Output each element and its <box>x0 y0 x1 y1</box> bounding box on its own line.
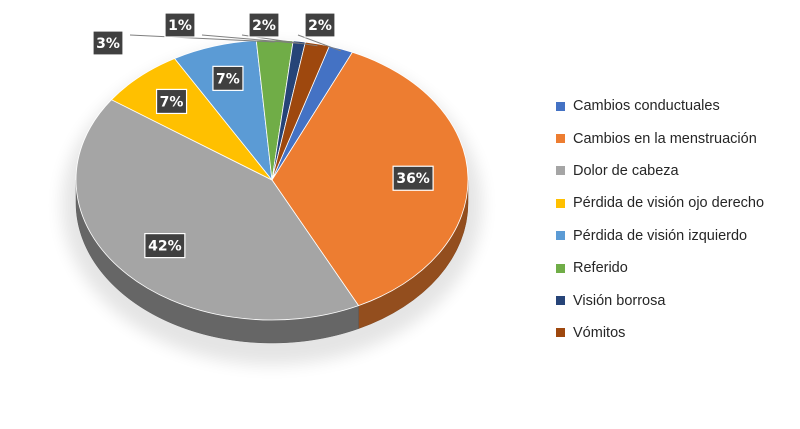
legend-swatch <box>556 231 565 241</box>
data-label-box <box>212 65 244 91</box>
data-label-box <box>392 165 434 191</box>
data-label-perdida-de-vision-izquierdo: 7% <box>212 65 244 91</box>
leader-line-vision-borrosa <box>201 34 300 44</box>
data-label-cambios-conductuales: 2% <box>304 12 336 38</box>
legend-label: Cambios en la menstruación <box>573 130 757 147</box>
legend: Cambios conductuales Cambios en la menstr… <box>556 90 764 349</box>
legend-swatch <box>556 166 565 176</box>
data-label-box <box>92 30 124 56</box>
legend-item-vision-borrosa: Visión borrosa <box>556 284 764 316</box>
data-label-text: 7% <box>160 94 184 110</box>
legend-label: Pérdida de visión ojo derecho <box>573 195 765 212</box>
legend-item-cambios-conductuales: Cambios conductuales <box>556 90 764 122</box>
data-label-text: 36% <box>396 171 430 187</box>
legend-swatch <box>556 101 565 111</box>
data-label-box <box>164 12 196 38</box>
legend-label: Cambios conductuales <box>573 98 720 115</box>
legend-item-referido: Referido <box>556 252 764 284</box>
pie-slice-cambios-en-la-menstruacion <box>271 51 469 307</box>
data-label-vomitos: 2% <box>248 12 280 38</box>
leader-line-cambios-conductuales <box>297 34 342 52</box>
data-label-vision-borrosa: 1% <box>164 12 196 38</box>
legend-item-perdida-de-vision-izquierdo: Pérdida de visión izquierdo <box>556 220 764 252</box>
data-label-referido: 3% <box>92 30 124 56</box>
data-label-text: 42% <box>148 239 182 255</box>
pie-slice-dolor-de-cabeza <box>75 99 359 321</box>
data-label-text: 2% <box>308 18 332 34</box>
pie-top <box>75 39 469 321</box>
data-label-text: 2% <box>252 18 276 34</box>
data-label-box <box>248 12 280 38</box>
legend-item-dolor-de-cabeza: Dolor de cabeza <box>556 155 764 187</box>
legend-label: Visión borrosa <box>573 292 666 309</box>
data-label-box <box>155 88 188 115</box>
legend-swatch <box>556 263 565 273</box>
legend-swatch <box>556 198 565 208</box>
legend-item-cambios-en-la-menstruacion: Cambios en la menstruación <box>556 122 764 154</box>
data-label-text: 7% <box>216 71 240 87</box>
legend-label: Referido <box>573 260 628 277</box>
legend-label: Vómitos <box>573 324 626 341</box>
legend-label: Dolor de cabeza <box>573 162 679 179</box>
data-label-text: 3% <box>96 36 120 52</box>
data-label-text: 1% <box>168 18 192 34</box>
data-label-perdida-de-vision-ojo-derecho: 7% <box>155 88 188 115</box>
leader-line-referido <box>129 34 275 43</box>
data-label-cambios-en-la-menstruacion: 36% <box>392 165 434 191</box>
legend-swatch <box>556 134 565 144</box>
legend-item-vomitos: Vómitos <box>556 317 764 349</box>
legend-swatch <box>556 296 565 306</box>
legend-label: Pérdida de visión izquierdo <box>573 227 748 244</box>
data-label-dolor-de-cabeza: 42% <box>144 232 186 259</box>
data-label-box <box>304 12 336 38</box>
data-labels: 36% 42% 7% 7% 3% 1% 2% 2% <box>92 12 434 259</box>
legend-item-perdida-de-vision-ojo-derecho: Pérdida de visión ojo derecho <box>556 187 764 219</box>
legend-swatch <box>556 328 565 338</box>
data-label-box <box>144 232 186 259</box>
